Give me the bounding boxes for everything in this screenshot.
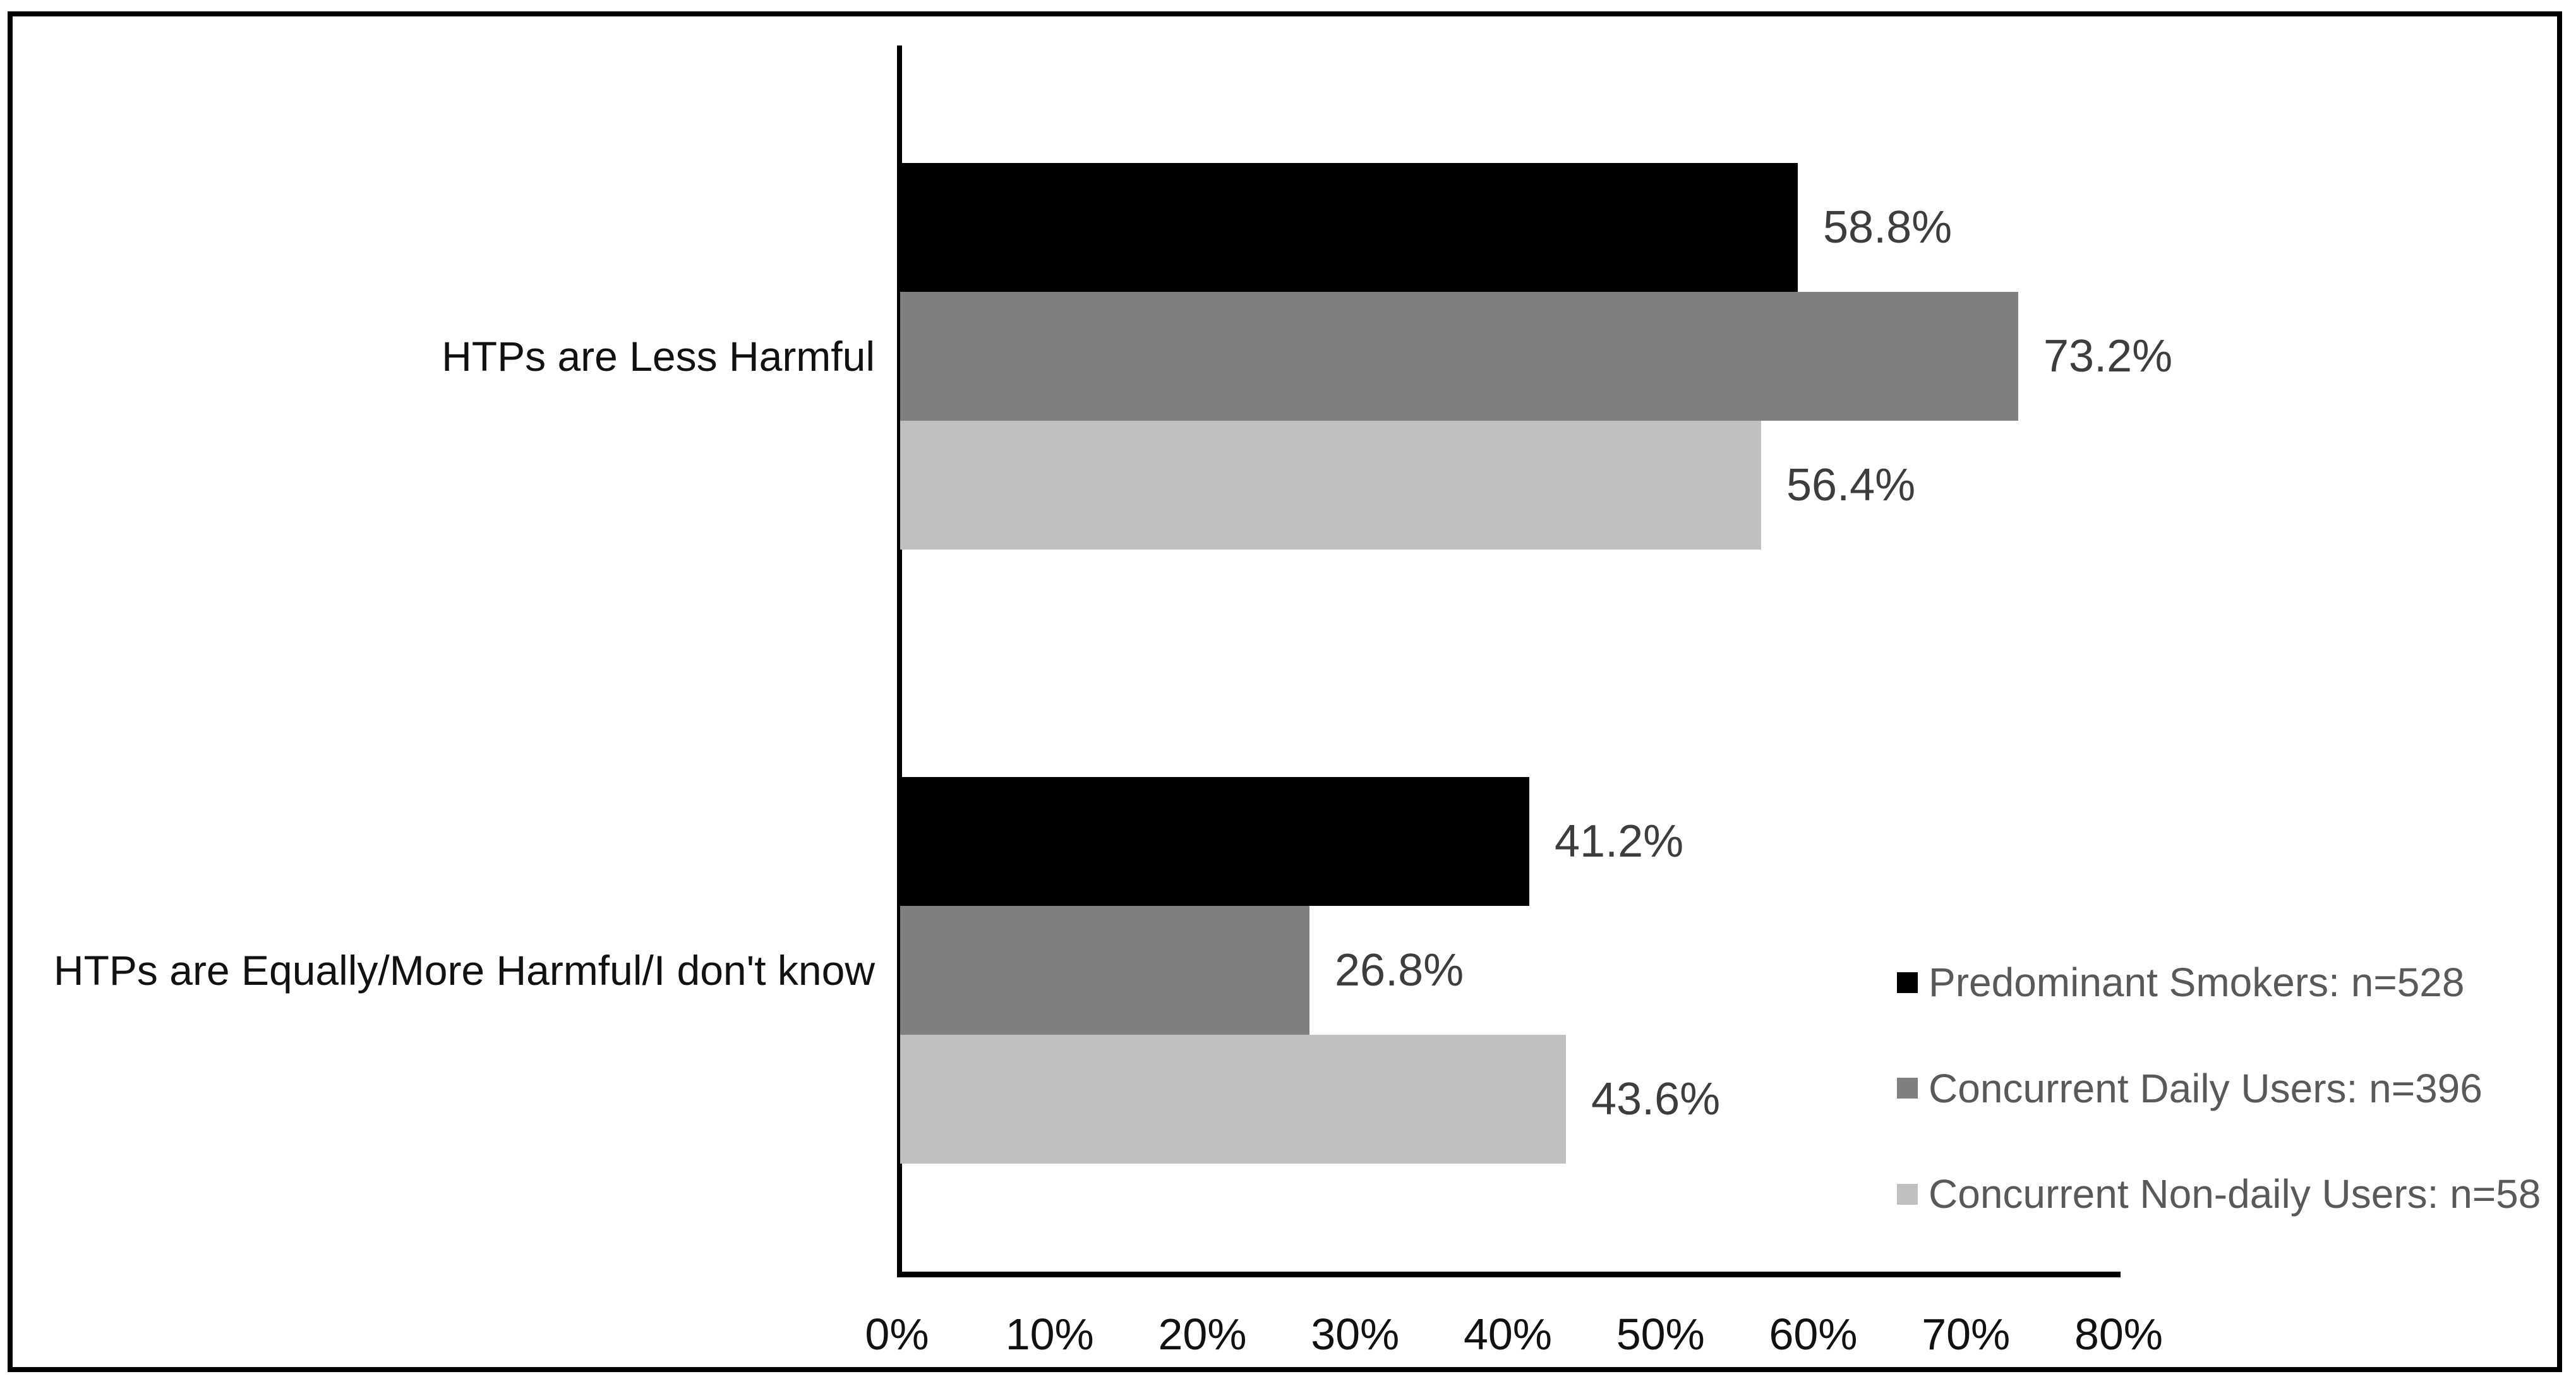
data-label-group2-series3: 43.6% <box>1591 1074 1721 1124</box>
bar-group1-series2 <box>900 292 2018 421</box>
bar-group1-series1 <box>900 163 1798 292</box>
x-tick-label-40pct: 40% <box>1463 1310 1553 1359</box>
category-label-2: HTPs are Equally/More Harmful/I don't kn… <box>53 947 875 994</box>
x-tick-label-80pct: 80% <box>2074 1310 2164 1359</box>
x-axis-line <box>897 1272 2121 1277</box>
data-label-group1-series3: 56.4% <box>1786 460 1916 510</box>
x-tick-label-20pct: 20% <box>1158 1310 1247 1359</box>
bar-group1-series3 <box>900 421 1761 550</box>
x-tick-label-10pct: 10% <box>1005 1310 1094 1359</box>
y-axis-line <box>897 45 902 1277</box>
legend-label-series1: Predominant Smokers: n=528 <box>1929 960 2465 1005</box>
legend-swatch-series3 <box>1897 1183 1918 1205</box>
bar-group2-series3 <box>900 1035 1566 1164</box>
x-tick-label-0pct: 0% <box>865 1310 929 1359</box>
category-label-1: HTPs are Less Harmful <box>442 333 875 380</box>
data-label-group1-series2: 73.2% <box>2043 331 2173 382</box>
legend-swatch-series2 <box>1897 1078 1918 1099</box>
data-label-group2-series1: 41.2% <box>1555 816 1684 867</box>
x-tick-label-50pct: 50% <box>1616 1310 1705 1359</box>
legend-label-series2: Concurrent Daily Users: n=396 <box>1929 1065 2483 1111</box>
x-tick-label-30pct: 30% <box>1311 1310 1400 1359</box>
bar-group2-series1 <box>900 777 1529 906</box>
x-tick-label-70pct: 70% <box>1922 1310 2011 1359</box>
data-label-group1-series1: 58.8% <box>1823 202 1953 253</box>
x-tick-label-60pct: 60% <box>1769 1310 1858 1359</box>
legend-swatch-series1 <box>1897 972 1918 993</box>
data-label-group2-series2: 26.8% <box>1335 945 1464 996</box>
figure-border <box>8 11 2562 1372</box>
bar-group2-series2 <box>900 906 1309 1035</box>
legend-label-series3: Concurrent Non-daily Users: n=58 <box>1929 1171 2541 1217</box>
